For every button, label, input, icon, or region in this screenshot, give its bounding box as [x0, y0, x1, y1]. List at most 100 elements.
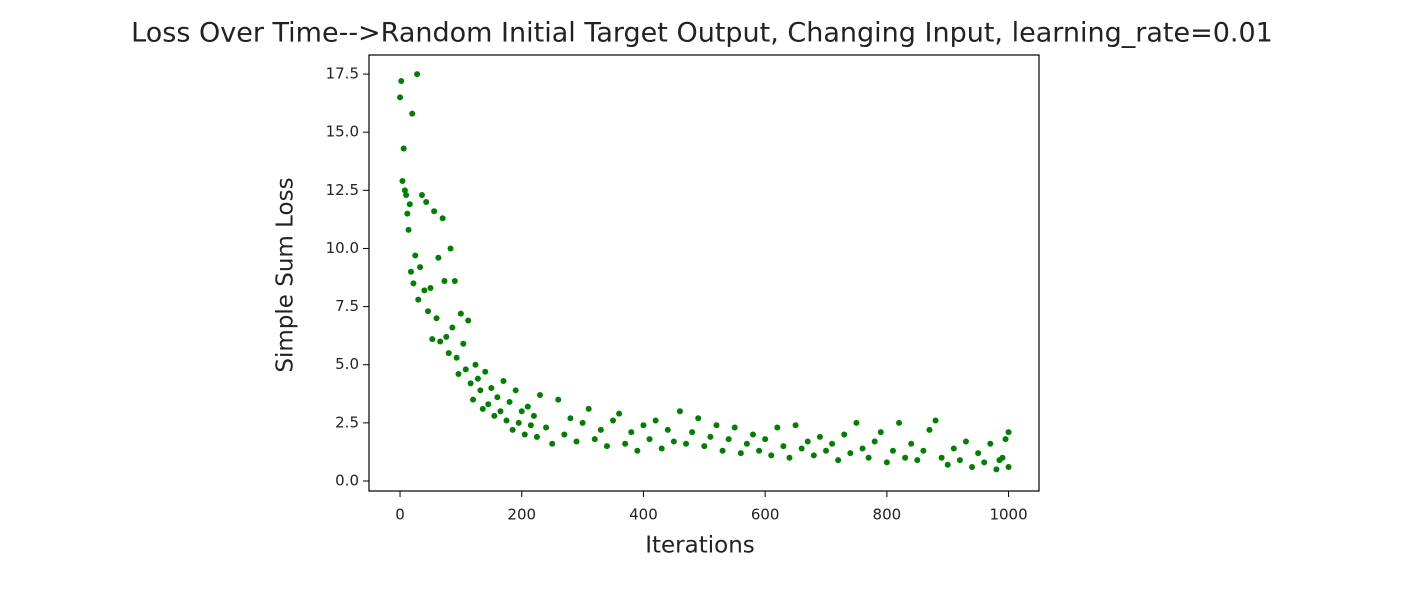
point [597, 426, 604, 433]
point [920, 447, 927, 454]
point [628, 429, 635, 436]
point [412, 252, 419, 259]
point [749, 431, 756, 438]
point [756, 447, 763, 454]
point [707, 433, 714, 440]
point [477, 387, 484, 394]
point [865, 454, 872, 461]
point [437, 338, 444, 345]
point [883, 459, 890, 466]
point [400, 145, 407, 152]
point [465, 317, 472, 324]
point [457, 310, 464, 317]
point [415, 296, 422, 303]
point [591, 436, 598, 443]
point [536, 391, 543, 398]
point [467, 380, 474, 387]
point [441, 278, 448, 285]
point [543, 424, 550, 431]
point [497, 408, 504, 415]
point [482, 368, 489, 375]
point [853, 419, 860, 426]
point [425, 308, 432, 315]
point [804, 438, 811, 445]
point [521, 431, 528, 438]
point [689, 429, 696, 436]
point [914, 457, 921, 464]
point [533, 433, 540, 440]
point [431, 208, 438, 215]
point [859, 445, 866, 452]
point [512, 387, 519, 394]
point [418, 191, 425, 198]
point [427, 284, 434, 291]
point [786, 454, 793, 461]
point [969, 464, 976, 471]
point [494, 394, 501, 401]
point [439, 215, 446, 222]
point [768, 452, 775, 459]
point [993, 466, 1000, 473]
point [616, 410, 623, 417]
point [407, 268, 414, 275]
y-tick-label: 17.5 [326, 65, 359, 83]
point [518, 408, 525, 415]
point [462, 366, 469, 373]
point [506, 398, 513, 405]
point [938, 454, 945, 461]
point [823, 447, 830, 454]
point [981, 459, 988, 466]
point [999, 454, 1006, 461]
y-tick-label: 15.0 [326, 123, 359, 141]
point [908, 440, 915, 447]
x-tick-label: 1000 [989, 506, 1027, 524]
point [792, 422, 799, 429]
point [421, 287, 428, 294]
point [835, 457, 842, 464]
point [567, 415, 574, 422]
point [962, 438, 969, 445]
point [701, 443, 708, 450]
point [1002, 436, 1009, 443]
point [530, 412, 537, 419]
point [449, 324, 456, 331]
point [401, 187, 408, 194]
point [725, 436, 732, 443]
y-tick-label: 12.5 [326, 181, 359, 199]
point [472, 361, 479, 368]
point [652, 417, 659, 424]
point [410, 280, 417, 287]
point [896, 419, 903, 426]
point [774, 424, 781, 431]
point [737, 450, 744, 457]
point [474, 375, 481, 382]
point [658, 445, 665, 452]
chart-title: Loss Over Time-->Random Initial Target O… [131, 18, 1273, 49]
point [743, 440, 750, 447]
point [762, 436, 769, 443]
point [485, 401, 492, 408]
point [932, 417, 939, 424]
point [397, 94, 404, 101]
point [719, 447, 726, 454]
point [944, 461, 951, 468]
point [527, 422, 534, 429]
point [398, 78, 405, 85]
point [676, 408, 683, 415]
point [798, 445, 805, 452]
x-tick-label: 600 [751, 506, 780, 524]
point [503, 417, 510, 424]
point [695, 415, 702, 422]
point [433, 315, 440, 322]
x-axis-label: Iterations [645, 533, 755, 559]
point [610, 417, 617, 424]
point [429, 336, 436, 343]
point [871, 438, 878, 445]
point [902, 454, 909, 461]
point [1005, 464, 1012, 471]
y-tick-label: 7.5 [335, 297, 359, 315]
point [509, 426, 516, 433]
point [634, 447, 641, 454]
point [491, 412, 498, 419]
